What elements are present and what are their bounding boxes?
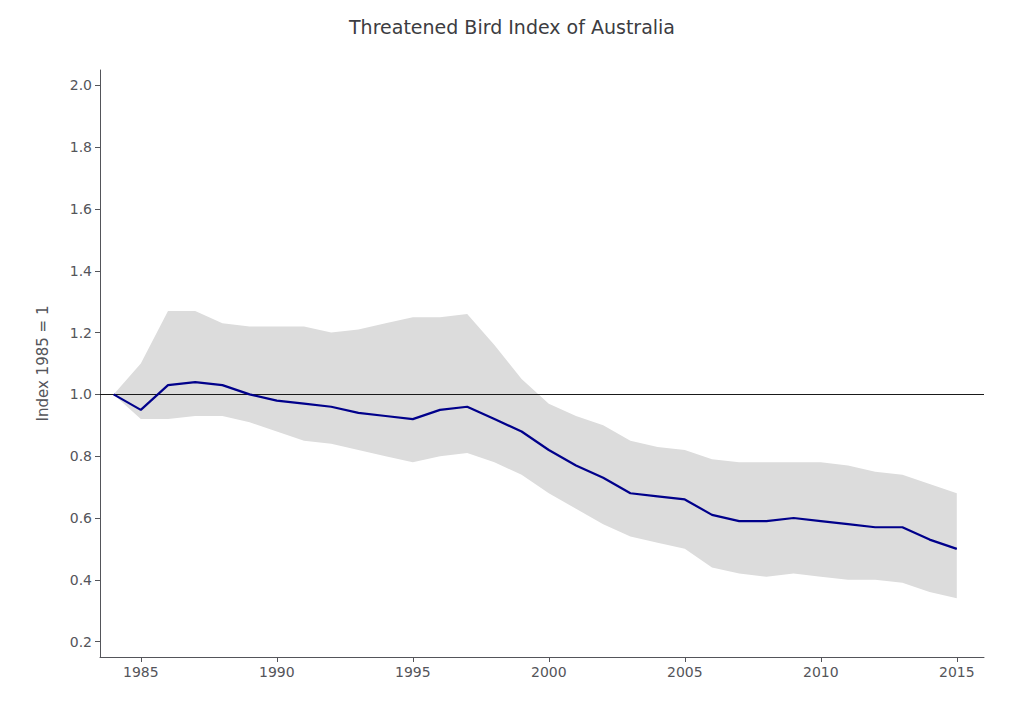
svg-text:2015: 2015 — [939, 664, 975, 680]
svg-text:0.6: 0.6 — [70, 510, 92, 526]
svg-text:1.8: 1.8 — [70, 139, 92, 155]
svg-text:2010: 2010 — [803, 664, 839, 680]
svg-text:1995: 1995 — [395, 664, 431, 680]
svg-text:1.0: 1.0 — [70, 386, 92, 402]
svg-text:1985: 1985 — [123, 664, 159, 680]
svg-text:0.4: 0.4 — [70, 572, 92, 588]
svg-text:1990: 1990 — [259, 664, 295, 680]
svg-text:Threatened Bird Index of Austr: Threatened Bird Index of Australia — [348, 16, 675, 38]
svg-text:0.2: 0.2 — [70, 634, 92, 650]
svg-text:2005: 2005 — [667, 664, 703, 680]
svg-text:1.6: 1.6 — [70, 201, 92, 217]
svg-text:2.0: 2.0 — [70, 77, 92, 93]
svg-text:1.4: 1.4 — [70, 263, 92, 279]
svg-text:Index 1985 = 1: Index 1985 = 1 — [34, 306, 52, 422]
svg-text:0.8: 0.8 — [70, 448, 92, 464]
svg-text:1.2: 1.2 — [70, 325, 92, 341]
svg-text:2000: 2000 — [531, 664, 567, 680]
